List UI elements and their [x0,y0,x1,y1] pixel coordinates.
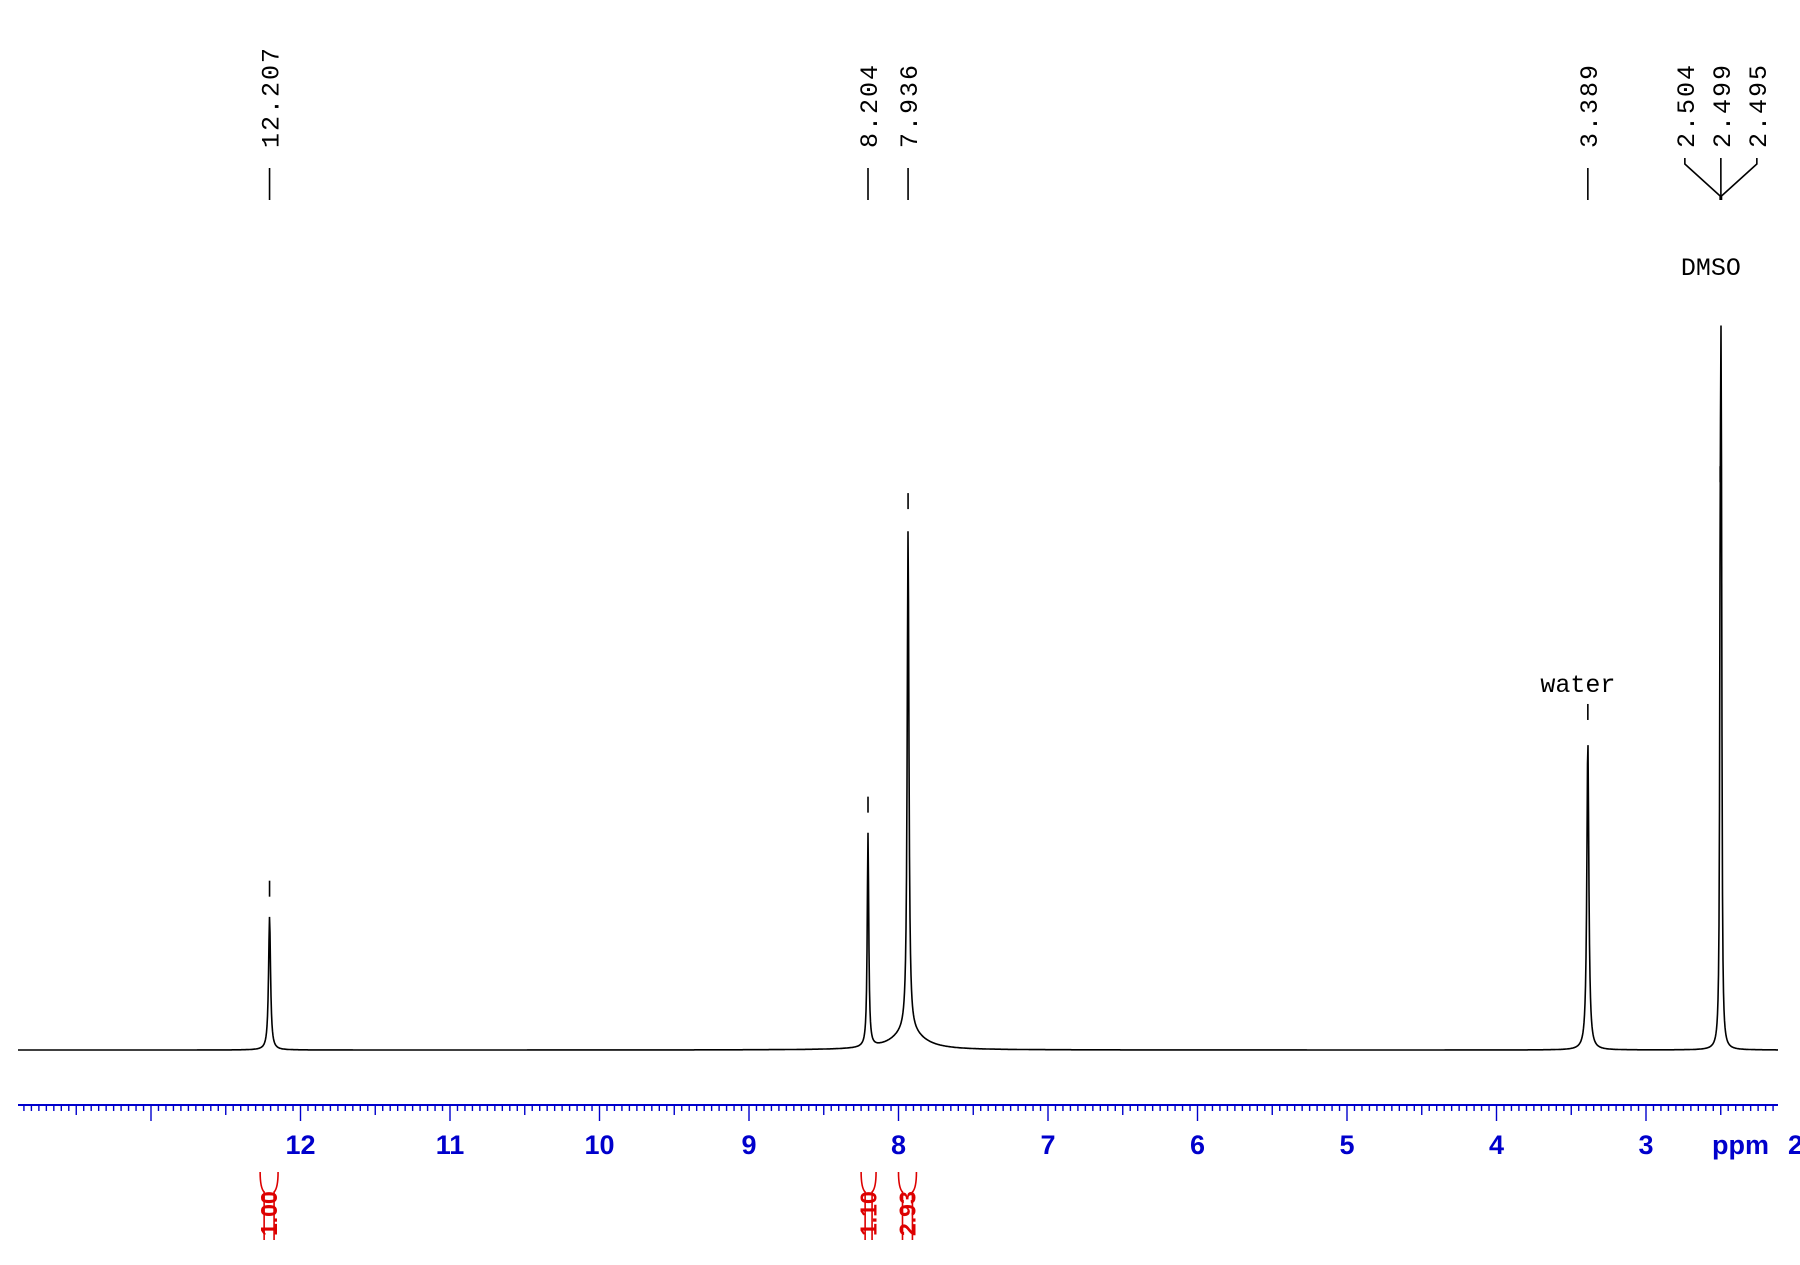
x-tick-label: 9 [741,1130,756,1160]
x-tick-label: 7 [1040,1130,1055,1160]
solvent-label: DMSO [1681,254,1741,283]
peak-label-layer: 12.207 8.204 7.936 3.389 2.504 2.499 2.495 [258,46,1774,897]
integral-bracket [259,1171,279,1240]
integral-value: 2.93 [895,1191,921,1236]
integral-value: 1.00 [256,1191,282,1236]
peak-label: 2.499 [1709,63,1738,148]
x-axis-unit-label: ppm [1712,1130,1769,1160]
x-tick-label: 5 [1339,1130,1354,1160]
x-tick-label: 8 [891,1130,906,1160]
integral-bracket [860,1171,877,1240]
solvent-label: water [1540,671,1615,700]
peak-label: 2.504 [1673,63,1702,148]
x-tick-label: 11 [436,1130,465,1160]
x-tick-label: 3 [1638,1130,1653,1160]
peak-label: 12.207 [258,46,287,148]
x-tick-label: 2 [1788,1130,1800,1160]
peak-leader [1720,158,1758,200]
trace-layer [18,325,1778,1051]
x-tick-label: 10 [584,1130,614,1160]
x-axis: 12 11 10 9 8 7 6 5 4 3 2 ppm [18,1104,1800,1160]
x-tick-label: 12 [285,1130,315,1160]
spectrum-trace [18,325,1778,1051]
integral-layer: 1.00 1.10 2.93 [256,1171,921,1240]
annotation-layer: water DMSO [1540,254,1741,700]
peak-label: 8.204 [856,63,885,148]
x-tick-label: 6 [1190,1130,1205,1160]
peak-leader [1684,158,1721,200]
x-tick-label: 4 [1489,1130,1504,1160]
peak-label: 3.389 [1576,63,1605,148]
peak-label: 2.495 [1745,63,1774,148]
integral-bracket [897,1171,918,1240]
peak-label: 7.936 [896,63,925,148]
integral-value: 1.10 [856,1191,882,1236]
